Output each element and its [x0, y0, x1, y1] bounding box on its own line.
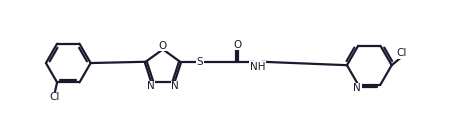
- Text: N: N: [147, 81, 154, 91]
- Text: O: O: [233, 40, 241, 50]
- Text: N: N: [171, 81, 179, 91]
- Text: NH: NH: [250, 62, 265, 72]
- Text: O: O: [159, 41, 167, 51]
- Text: N: N: [354, 83, 361, 93]
- Text: Cl: Cl: [50, 92, 60, 102]
- Text: S: S: [196, 57, 203, 67]
- Text: Cl: Cl: [396, 48, 406, 58]
